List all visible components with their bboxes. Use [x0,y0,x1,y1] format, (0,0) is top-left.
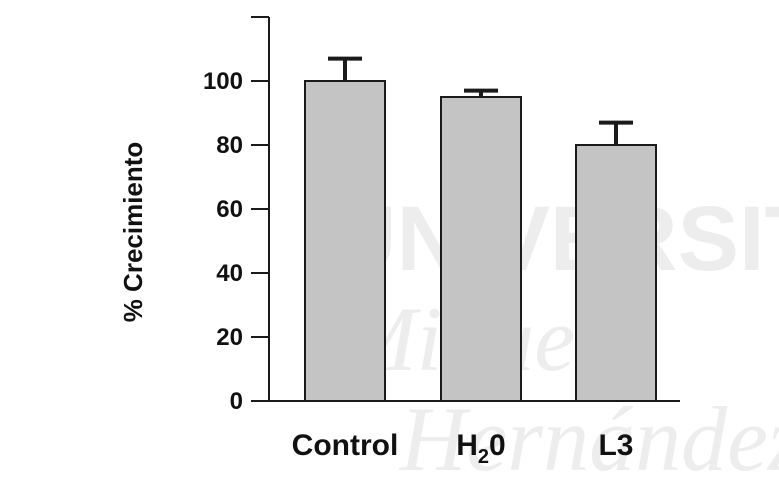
x-category-label: H20 [456,429,505,468]
y-tick-label: 100 [203,68,243,95]
bar-l3 [575,144,657,402]
bar-h20 [440,96,522,402]
x-category-label: Control [292,429,399,462]
y-tick-label: 60 [216,196,243,223]
y-ticks-group: 0 20 40 60 80 100 [203,68,269,415]
watermark-line-1: UNIVERSITAS [330,188,779,290]
y-axis-label: % Crecimiento [118,142,148,323]
error-bars-group [328,56,633,145]
bars-group [304,80,657,402]
y-tick-label: 40 [216,260,243,287]
x-labels-group: Control H20 L3 [292,429,634,468]
y-tick-label: 0 [230,388,243,415]
y-tick-label: 80 [216,132,243,159]
y-tick-label: 20 [216,324,243,351]
x-category-label: L3 [598,429,633,462]
watermark-line-3: Hernández [399,388,779,490]
bar-control [304,80,386,402]
